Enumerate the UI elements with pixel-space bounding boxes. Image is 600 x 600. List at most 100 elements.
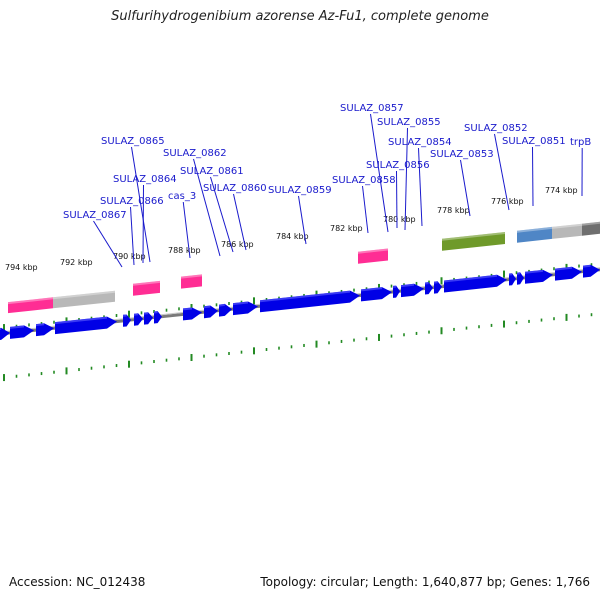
gene-leader-line (494, 133, 510, 211)
cds-arrow (204, 305, 218, 319)
cds-arrow (0, 327, 10, 341)
scale-label: 784 kbp (276, 232, 309, 241)
gene-leader-line (298, 195, 307, 245)
cds-arrow-highlight (583, 264, 591, 268)
gene-label[interactable]: SULAZ_0851 (502, 136, 566, 147)
scale-label: 792 kbp (60, 258, 93, 267)
gene-label[interactable]: SULAZ_0856 (366, 160, 430, 171)
cds-arrow-highlight (434, 281, 438, 284)
gene-label[interactable]: trpB (570, 137, 591, 148)
gene-leader-line (362, 185, 369, 234)
cds-arrow-highlight (444, 274, 497, 283)
cds-arrow-highlight (123, 314, 127, 317)
cds-arrow (555, 266, 582, 281)
dark-gray-feature (582, 221, 600, 236)
gray-feature-highlight (53, 290, 115, 300)
cds-arrow-highlight (134, 313, 139, 316)
gene-leader-line (460, 159, 471, 217)
gene-leader-line (130, 206, 135, 266)
cds-arrow-highlight (425, 282, 429, 285)
cds-arrow (144, 312, 153, 325)
cds-arrow-highlight (525, 269, 543, 274)
gene-leader-line (396, 170, 398, 229)
cds-arrow-highlight (154, 311, 158, 314)
gene-label[interactable]: SULAZ_0857 (340, 103, 404, 114)
cds-arrow-highlight (233, 301, 248, 306)
cds-arrow-highlight (55, 316, 107, 325)
pink-feature-highlight (358, 248, 388, 254)
cds-arrow-highlight (183, 307, 192, 311)
steel-feature (517, 226, 552, 243)
cds-arrow-highlight (10, 325, 24, 329)
map-title: Sulfurihydrogenibium azorense Az-Fu1, co… (111, 9, 489, 24)
gene-leader-line (182, 201, 191, 259)
cds-arrow-highlight (509, 273, 513, 276)
gene-label[interactable]: SULAZ_0861 (180, 166, 244, 177)
pink-feature-highlight (181, 274, 202, 279)
cds-arrow (233, 301, 258, 316)
cds-arrow-highlight (401, 283, 414, 288)
pink-feature (34, 297, 53, 311)
gene-label[interactable]: SULAZ_0852 (464, 123, 528, 134)
cds-arrow (36, 323, 54, 337)
pink-feature (8, 299, 34, 314)
gene-label[interactable]: SULAZ_0859 (268, 185, 332, 196)
pink-feature (133, 280, 160, 296)
cds-arrow-highlight (219, 303, 225, 307)
gene-label[interactable]: SULAZ_0862 (163, 148, 227, 159)
cds-arrow (134, 313, 143, 326)
gene-leader-line (142, 184, 144, 264)
cds-arrow-highlight (393, 285, 397, 288)
gene-label[interactable]: SULAZ_0864 (113, 174, 177, 185)
gene-label[interactable]: SULAZ_0855 (377, 117, 441, 128)
scale-label: 780 kbp (383, 215, 416, 224)
gene-label[interactable]: SULAZ_0853 (430, 149, 494, 160)
cds-arrow (393, 285, 400, 298)
olive-feature (442, 232, 505, 251)
gene-label[interactable]: SULAZ_0858 (332, 175, 396, 186)
cds-arrow-highlight (36, 323, 45, 327)
gene-leader-line (532, 146, 534, 207)
gene-leader-line (93, 220, 123, 268)
gene-label[interactable]: cas_3 (168, 191, 196, 202)
gene-leader-line (418, 147, 423, 227)
scale-label: 794 kbp (5, 263, 38, 272)
cds-arrow (425, 282, 433, 295)
scale-label: 786 kbp (221, 240, 254, 249)
scale-label: 782 kbp (330, 224, 363, 233)
cds-arrow-highlight (0, 327, 2, 331)
gene-label[interactable]: SULAZ_0867 (63, 210, 127, 221)
cds-arrow (219, 303, 232, 317)
gene-leader-line (404, 127, 408, 231)
cds-arrow-highlight (555, 266, 572, 271)
gene-leader-line (233, 193, 247, 251)
scale-label: 790 kbp (113, 252, 146, 261)
pink-feature (181, 274, 202, 289)
cds-arrow (183, 307, 202, 321)
cds-arrow-highlight (260, 290, 350, 303)
gene-label[interactable]: SULAZ_0866 (100, 196, 164, 207)
cds-arrow-highlight (361, 287, 382, 292)
gene-leader-line (370, 113, 389, 233)
cds-arrow (154, 311, 162, 324)
pink-feature-highlight (8, 299, 34, 305)
cds-arrow (509, 273, 516, 286)
genome-summary: Topology: circular; Length: 1,640,877 bp… (260, 575, 590, 589)
cds-arrow (260, 290, 360, 313)
gene-leader-line (193, 158, 221, 257)
cds-arrow (123, 314, 131, 327)
dark-gray-feature-highlight (582, 221, 600, 226)
olive-feature-highlight (442, 232, 505, 241)
gene-label[interactable]: SULAZ_0860 (203, 183, 267, 194)
gene-leader-line (131, 146, 151, 263)
gray-feature (552, 223, 582, 239)
gray-feature-highlight (552, 223, 582, 229)
scale-label: 774 kbp (545, 186, 578, 195)
cds-arrow (434, 281, 442, 294)
cds-arrow (517, 272, 524, 285)
gene-label[interactable]: SULAZ_0854 (388, 137, 452, 148)
gene-label[interactable]: SULAZ_0865 (101, 136, 165, 147)
cds-arrow-highlight (204, 305, 211, 309)
cds-arrow (583, 264, 600, 278)
